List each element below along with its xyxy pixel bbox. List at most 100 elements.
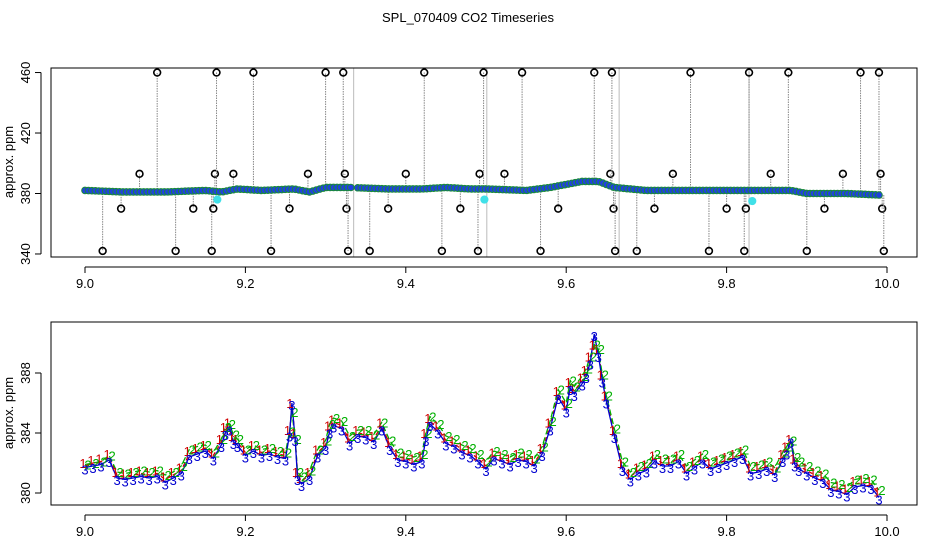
series-1-marker: 1 xyxy=(689,455,696,470)
series-1-marker: 1 xyxy=(440,431,447,446)
top-spike-point xyxy=(609,204,618,213)
top-y-tick-label: 380 xyxy=(18,183,33,205)
series-3-marker: 3 xyxy=(506,460,513,475)
series-1-marker: 1 xyxy=(873,485,880,500)
series-1-marker: 1 xyxy=(408,452,415,467)
top-y-axis-label: approx. ppm xyxy=(1,126,16,198)
series-1-marker: 1 xyxy=(376,416,383,431)
series-3-marker: 3 xyxy=(514,455,521,470)
top-spike-point xyxy=(285,204,294,213)
top-spike-point xyxy=(877,204,887,213)
top-cyan-point xyxy=(213,195,222,204)
top-spike-point xyxy=(650,204,659,213)
series-3-marker: 3 xyxy=(282,454,289,469)
series-1-marker: 1 xyxy=(264,441,271,456)
series-1-marker: 1 xyxy=(649,449,656,464)
top-baseline-point xyxy=(875,191,883,199)
series-1-marker: 1 xyxy=(597,368,604,383)
series-1-marker: 1 xyxy=(336,416,343,431)
series-3-marker: 3 xyxy=(418,457,425,472)
series-1-marker: 1 xyxy=(633,461,640,476)
series-2-marker: 2 xyxy=(646,456,653,471)
series-3-marker: 3 xyxy=(859,481,866,496)
series-1-marker: 1 xyxy=(504,452,511,467)
top-spike-point xyxy=(784,68,793,77)
series-3-marker: 3 xyxy=(210,454,217,469)
series-1-marker: 1 xyxy=(420,426,427,441)
top-spike-point xyxy=(766,169,775,179)
series-3-marker: 3 xyxy=(667,461,674,476)
top-spike-point xyxy=(744,68,754,77)
series-3-marker: 3 xyxy=(274,452,281,467)
series-2-marker: 2 xyxy=(534,452,541,467)
bottom-x-axis: 9.0 9.2 9.4 9.6 9.8 10.0 xyxy=(76,514,900,539)
series-1-marker: 1 xyxy=(220,420,227,435)
top-baseline-points xyxy=(81,177,883,199)
top-plot-frame xyxy=(50,67,918,258)
series-3-marker: 3 xyxy=(178,469,185,484)
series-2-marker: 2 xyxy=(485,455,492,470)
series-2-marker: 2 xyxy=(373,428,380,443)
series-3-marker: 3 xyxy=(194,449,201,464)
series-2-marker: 2 xyxy=(277,444,284,459)
series-2-marker: 2 xyxy=(594,338,601,353)
series-2-marker: 2 xyxy=(726,449,733,464)
series-1-marker: 1 xyxy=(745,461,752,476)
series-1-marker: 1 xyxy=(865,474,872,489)
series-3-marker: 3 xyxy=(539,449,546,464)
series-3-marker: 3 xyxy=(89,461,96,476)
series-3-marker: 3 xyxy=(186,452,193,467)
series-3-marker: 3 xyxy=(230,437,237,452)
series-1-marker: 1 xyxy=(290,426,297,441)
top-spike-point xyxy=(590,68,599,77)
series-2-marker: 2 xyxy=(213,446,220,461)
series-2-marker: 2 xyxy=(742,443,749,458)
series-3-marker: 3 xyxy=(250,446,257,461)
top-x-tick-label: 9.2 xyxy=(236,276,254,291)
series-3-marker: 3 xyxy=(130,473,137,488)
series-3-marker: 3 xyxy=(819,476,826,491)
series-3-marker: 3 xyxy=(731,455,738,470)
series-1-marker: 1 xyxy=(384,435,391,450)
series-2-marker: 2 xyxy=(461,438,468,453)
series-2-marker: 2 xyxy=(365,423,372,438)
series-3-marker: 3 xyxy=(603,397,610,412)
top-y-tick-label: 460 xyxy=(18,62,33,84)
top-spike-point xyxy=(266,246,276,256)
series-2-marker: 2 xyxy=(862,471,869,486)
top-y-tick-label: 340 xyxy=(18,243,33,265)
series-1-marker: 1 xyxy=(781,440,788,455)
series-1-marker: 1 xyxy=(581,363,588,378)
series-3-marker: 3 xyxy=(466,451,473,466)
series-1-marker: 1 xyxy=(312,443,319,458)
series-2-marker: 2 xyxy=(758,458,765,473)
series-1-marker: 1 xyxy=(328,413,335,428)
series-1-marker: 1 xyxy=(825,477,832,492)
series-3-marker: 3 xyxy=(555,392,562,407)
top-spike-point xyxy=(820,204,829,213)
top-spike-point xyxy=(249,68,258,77)
series-2-marker: 2 xyxy=(662,452,669,467)
series-3-marker: 3 xyxy=(482,464,489,479)
series-3-marker: 3 xyxy=(795,464,802,479)
series-1-marker: 1 xyxy=(657,453,664,468)
series-1-marker: 1 xyxy=(272,444,279,459)
top-spike-point xyxy=(209,204,218,213)
top-spike-point xyxy=(229,169,238,179)
series-3-marker: 3 xyxy=(162,478,169,493)
series-3-marker: 3 xyxy=(458,448,465,463)
series-3-marker: 3 xyxy=(113,473,120,488)
series-2-marker: 2 xyxy=(173,465,180,480)
series-1-marker: 1 xyxy=(593,342,600,357)
bottom-plot-frame xyxy=(50,321,918,506)
series-2-marker: 2 xyxy=(329,417,336,432)
series-2-marker: 2 xyxy=(602,368,609,383)
series-1-marker: 1 xyxy=(304,465,311,480)
series-3-marker: 3 xyxy=(354,431,361,446)
series-3-marker: 3 xyxy=(394,455,401,470)
chart-title: SPL_070409 CO2 Timeseries xyxy=(382,10,554,25)
series-3-marker: 3 xyxy=(635,469,642,484)
top-y-axis: 340 380 420 460 xyxy=(18,62,42,265)
bottom-y-tick-label: 380 xyxy=(18,482,33,504)
bottom-x-tick-label: 9.6 xyxy=(557,524,575,539)
